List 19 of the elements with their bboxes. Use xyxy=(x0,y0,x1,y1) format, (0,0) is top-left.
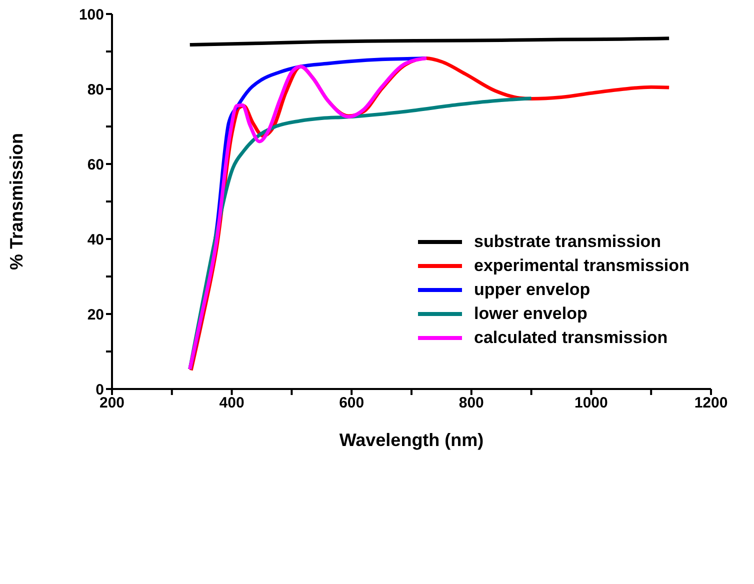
x-tick-label: 400 xyxy=(219,394,244,412)
line-series xyxy=(188,36,671,46)
y-tick-label: 80 xyxy=(87,81,104,98)
x-tick-label: 800 xyxy=(458,394,484,412)
legend-label: calculated transmission xyxy=(474,328,668,348)
line-series xyxy=(188,56,428,371)
legend-label: lower envelop xyxy=(474,304,588,324)
x-axis-title: Wavelength (nm) xyxy=(339,430,484,450)
legend-label: upper envelop xyxy=(474,280,590,300)
y-tick-label: 100 xyxy=(78,6,104,24)
x-tick-label: 600 xyxy=(339,394,364,412)
legend-label: experimental transmission xyxy=(474,256,690,276)
y-tick-label: 40 xyxy=(87,231,104,248)
y-axis-title: % Transmission xyxy=(6,132,26,270)
x-tick-label: 1200 xyxy=(694,394,728,412)
y-tick-label: 60 xyxy=(87,156,104,174)
y-tick-label: 20 xyxy=(87,306,104,324)
x-tick-label: 1000 xyxy=(574,394,608,412)
legend-label: substrate transmission xyxy=(474,232,662,252)
